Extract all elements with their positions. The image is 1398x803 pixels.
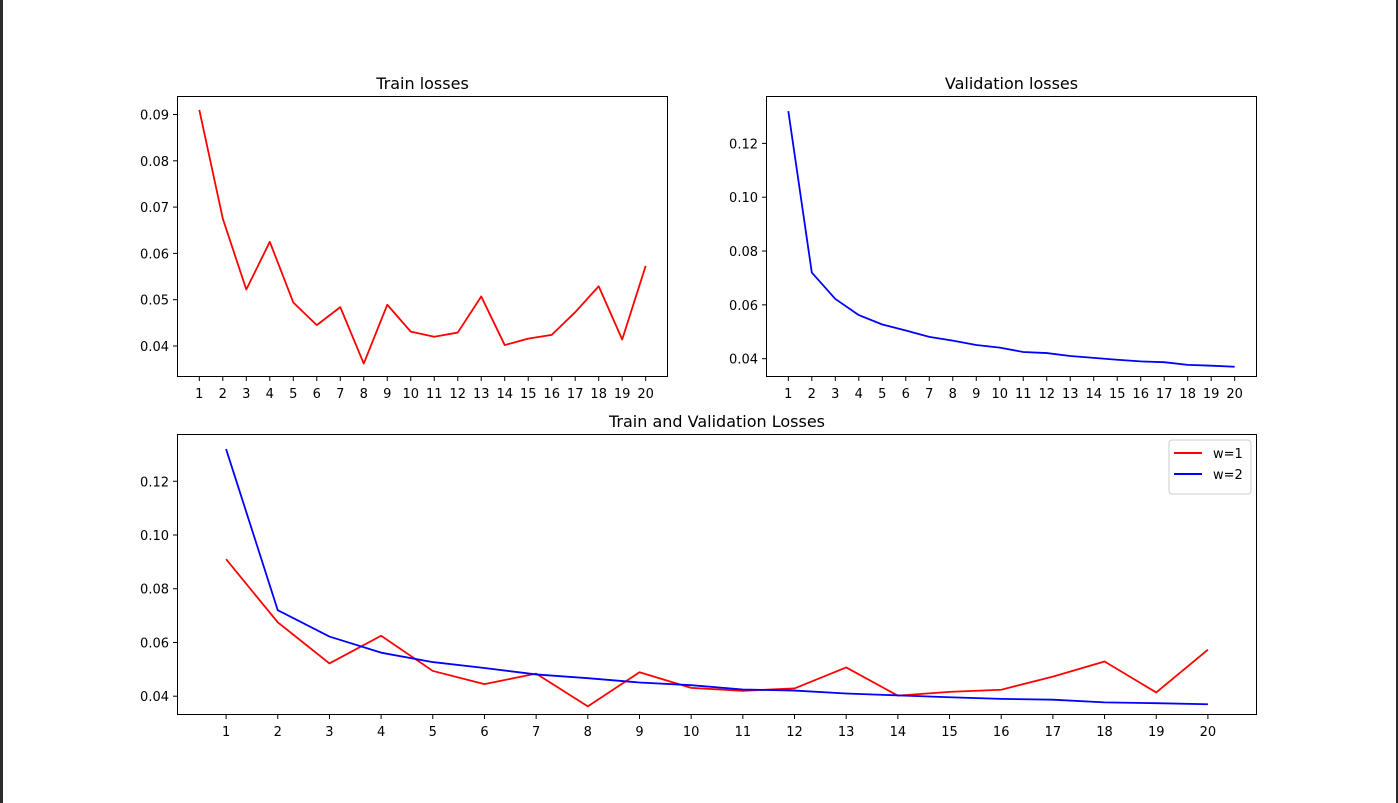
x-tick-label-combined-11: 11 bbox=[735, 725, 752, 740]
x-tick-label-train-11: 11 bbox=[426, 387, 443, 402]
x-tick-label-combined-8: 8 bbox=[584, 725, 592, 740]
x-tick-label-val-17: 17 bbox=[1156, 387, 1173, 402]
y-tick-label-val-0: 0.04 bbox=[729, 353, 758, 368]
x-tick-label-train-8: 8 bbox=[360, 387, 368, 402]
y-tick-label-train-3: 0.07 bbox=[140, 201, 169, 216]
y-tick-label-train-2: 0.06 bbox=[140, 247, 169, 262]
x-tick-label-val-19: 19 bbox=[1203, 387, 1220, 402]
x-tick-label-combined-9: 9 bbox=[635, 725, 643, 740]
y-tick-label-train-0: 0.04 bbox=[140, 340, 169, 355]
x-tick-label-train-1: 1 bbox=[195, 387, 203, 402]
x-tick-label-train-14: 14 bbox=[496, 387, 513, 402]
x-tick-label-val-11: 11 bbox=[1015, 387, 1032, 402]
x-tick-label-combined-4: 4 bbox=[377, 725, 385, 740]
x-tick-label-val-4: 4 bbox=[855, 387, 863, 402]
x-tick-label-combined-12: 12 bbox=[786, 725, 803, 740]
x-tick-label-combined-2: 2 bbox=[274, 725, 282, 740]
x-tick-label-val-1: 1 bbox=[784, 387, 792, 402]
x-tick-label-train-7: 7 bbox=[336, 387, 344, 402]
x-tick-label-val-12: 12 bbox=[1038, 387, 1055, 402]
series-line-train-series-0 bbox=[198, 109, 647, 365]
x-tick-label-combined-17: 17 bbox=[1045, 725, 1062, 740]
x-tick-label-combined-1: 1 bbox=[222, 725, 230, 740]
x-tick-label-val-14: 14 bbox=[1085, 387, 1102, 402]
x-tick-label-val-3: 3 bbox=[831, 387, 839, 402]
legend-label-w=2: w=2 bbox=[1213, 468, 1243, 483]
x-tick-label-combined-6: 6 bbox=[480, 725, 488, 740]
axes-frame-combined bbox=[177, 434, 1257, 715]
x-tick-label-combined-10: 10 bbox=[683, 725, 700, 740]
y-tick-label-combined-2: 0.08 bbox=[140, 583, 169, 598]
x-tick-label-val-13: 13 bbox=[1062, 387, 1079, 402]
x-tick-label-combined-14: 14 bbox=[890, 725, 907, 740]
window-right-edge bbox=[1396, 0, 1398, 803]
legend-label-w=1: w=1 bbox=[1213, 447, 1243, 462]
x-tick-label-train-6: 6 bbox=[313, 387, 321, 402]
x-tick-label-combined-13: 13 bbox=[838, 725, 855, 740]
y-tick-label-combined-1: 0.06 bbox=[140, 636, 169, 651]
x-tick-label-train-13: 13 bbox=[473, 387, 490, 402]
x-tick-label-train-5: 5 bbox=[289, 387, 297, 402]
x-tick-label-train-18: 18 bbox=[590, 387, 607, 402]
y-tick-label-combined-3: 0.10 bbox=[140, 529, 169, 544]
chart-title-combined: Train and Validation Losses bbox=[608, 412, 825, 431]
x-tick-label-train-19: 19 bbox=[614, 387, 631, 402]
x-tick-label-train-17: 17 bbox=[567, 387, 584, 402]
chart-title-train: Train losses bbox=[375, 74, 469, 93]
y-tick-label-train-1: 0.05 bbox=[140, 294, 169, 309]
series-line-combined-w-1 bbox=[225, 558, 1209, 708]
y-tick-label-combined-4: 0.12 bbox=[140, 475, 169, 490]
axes-frame-train bbox=[177, 96, 668, 377]
x-tick-label-val-5: 5 bbox=[878, 387, 886, 402]
x-tick-label-train-4: 4 bbox=[266, 387, 274, 402]
x-tick-label-train-2: 2 bbox=[219, 387, 227, 402]
series-line-val-series-0 bbox=[787, 110, 1235, 368]
x-tick-label-train-9: 9 bbox=[383, 387, 391, 402]
x-tick-label-train-15: 15 bbox=[520, 387, 537, 402]
x-tick-label-combined-16: 16 bbox=[993, 725, 1010, 740]
y-tick-label-train-4: 0.08 bbox=[140, 155, 169, 170]
x-tick-label-train-20: 20 bbox=[637, 387, 654, 402]
x-tick-label-combined-5: 5 bbox=[429, 725, 437, 740]
x-tick-label-val-9: 9 bbox=[972, 387, 980, 402]
y-tick-label-val-3: 0.10 bbox=[729, 191, 758, 206]
x-tick-label-train-3: 3 bbox=[242, 387, 250, 402]
x-tick-label-val-6: 6 bbox=[902, 387, 910, 402]
y-tick-label-val-2: 0.08 bbox=[729, 245, 758, 260]
x-tick-label-combined-20: 20 bbox=[1200, 725, 1217, 740]
x-tick-label-train-12: 12 bbox=[449, 387, 466, 402]
x-tick-label-val-8: 8 bbox=[949, 387, 957, 402]
y-tick-label-train-5: 0.09 bbox=[140, 109, 169, 124]
x-tick-label-train-10: 10 bbox=[402, 387, 419, 402]
x-tick-label-val-10: 10 bbox=[991, 387, 1008, 402]
y-tick-label-val-1: 0.06 bbox=[729, 299, 758, 314]
x-tick-label-val-2: 2 bbox=[808, 387, 816, 402]
x-tick-label-val-18: 18 bbox=[1179, 387, 1196, 402]
x-tick-label-train-16: 16 bbox=[543, 387, 560, 402]
chart-title-val: Validation losses bbox=[945, 74, 1078, 93]
x-tick-label-combined-19: 19 bbox=[1148, 725, 1165, 740]
axes-frame-val bbox=[766, 96, 1257, 377]
x-tick-label-val-7: 7 bbox=[925, 387, 933, 402]
x-tick-label-combined-15: 15 bbox=[941, 725, 958, 740]
legend-combined: w=1w=2 bbox=[1168, 439, 1252, 495]
y-tick-label-combined-0: 0.04 bbox=[140, 690, 169, 705]
y-tick-label-val-4: 0.12 bbox=[729, 137, 758, 152]
x-tick-label-val-15: 15 bbox=[1109, 387, 1126, 402]
x-tick-label-combined-18: 18 bbox=[1096, 725, 1113, 740]
x-tick-label-val-20: 20 bbox=[1226, 387, 1243, 402]
series-line-combined-w-2 bbox=[225, 448, 1208, 706]
x-tick-label-val-16: 16 bbox=[1132, 387, 1149, 402]
x-tick-label-combined-7: 7 bbox=[532, 725, 540, 740]
window-left-edge bbox=[0, 0, 3, 803]
figure-canvas: Train losses 1 2 3 4 5 6 7 8 9 10 11 12 13 14 15 16 17 18 1… bbox=[3, 0, 1396, 803]
x-tick-label-combined-3: 3 bbox=[325, 725, 333, 740]
